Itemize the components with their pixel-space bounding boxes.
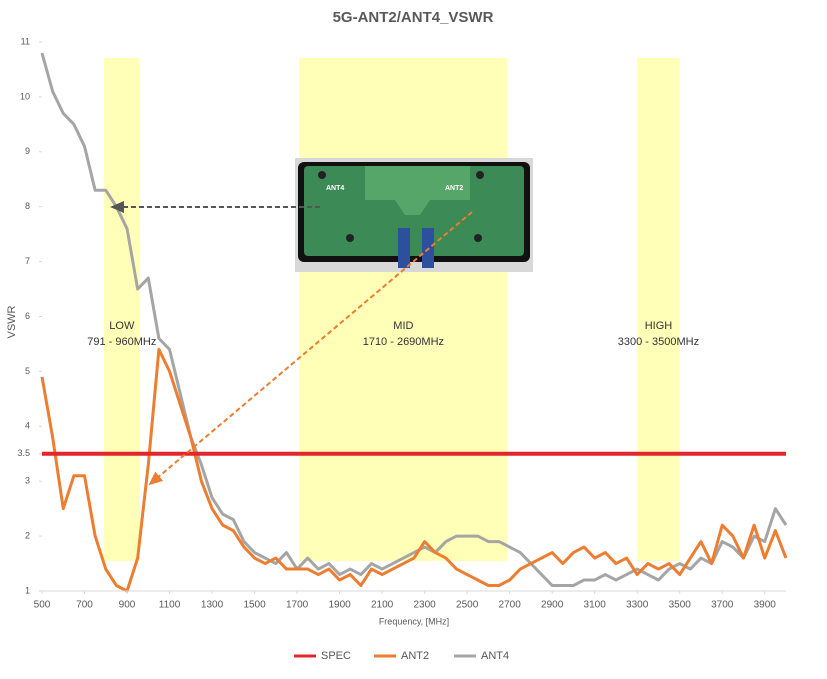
hole: [318, 171, 326, 179]
band-range-label: 3300 - 3500MHz: [618, 336, 699, 348]
y-tick-label: 8: [25, 201, 30, 211]
x-tick-label: 900: [119, 600, 136, 611]
x-tick-label: 1300: [201, 600, 224, 611]
series-line: [40, 347, 788, 593]
x-tick-label: 1900: [328, 600, 351, 611]
x-tick-label: 1700: [286, 600, 309, 611]
x-tick-label: 3500: [669, 600, 692, 611]
y-tick-label: 3.5: [17, 448, 30, 458]
x-tick-label: 3700: [711, 600, 734, 611]
x-tick-label: 2500: [456, 600, 479, 611]
hole: [346, 234, 354, 242]
x-tick-label: 700: [76, 600, 93, 611]
band: [637, 58, 680, 561]
x-tick-label: 3300: [626, 600, 649, 611]
x-tick-label: 1100: [159, 600, 181, 611]
band-label: MID: [393, 320, 413, 332]
x-tick-label: 500: [34, 600, 51, 611]
y-tick-label: 5: [25, 366, 30, 376]
y-tick-label: 9: [25, 146, 30, 156]
x-tick-label: 1500: [243, 600, 266, 611]
legend-label: ANT2: [401, 650, 429, 662]
series-line: [40, 52, 788, 588]
bands: LOW 791 - 960MHz MID 1710 - 2690MHz HIGH 3300…: [87, 58, 699, 561]
x-tick-label: 3900: [754, 600, 777, 611]
plot: [40, 52, 788, 593]
x-tick-label: 3100: [584, 600, 607, 611]
hole: [474, 234, 482, 242]
band: [103, 58, 140, 561]
board-trace: [365, 166, 470, 215]
legend-label: SPEC: [321, 650, 351, 662]
x-tick-label: 2700: [499, 600, 522, 611]
band-range-label: 791 - 960MHz: [87, 336, 156, 348]
x-axis-title: Frequency, [MHz]: [379, 616, 449, 626]
y-axis-title: VSWR: [6, 305, 18, 338]
photo-label: ANT2: [445, 185, 463, 192]
connector: [398, 228, 410, 268]
y-tick-label: 2: [25, 530, 30, 540]
band-label: HIGH: [645, 320, 673, 332]
band: [299, 58, 508, 561]
y-tick-label: 11: [21, 36, 30, 46]
arrow: [148, 211, 473, 486]
board-photo: ANT4 ANT2: [295, 158, 533, 272]
band-label: LOW: [109, 320, 135, 332]
x-tick-label: 2300: [414, 600, 437, 611]
y-tick-label: 3: [25, 476, 30, 486]
legend: SPEC ANT2 ANT4: [294, 650, 509, 662]
legend-label: ANT4: [481, 650, 509, 662]
x-tick-label: 2900: [541, 600, 564, 611]
x-tick-label: 2100: [371, 600, 394, 611]
y-tick-label: 10: [20, 91, 30, 101]
hole: [476, 171, 484, 179]
band-range-label: 1710 - 2690MHz: [363, 336, 444, 348]
y-tick-label: 1: [25, 585, 30, 595]
y-tick-label: 4: [25, 421, 30, 431]
y-tick-label: 6: [25, 311, 30, 321]
chart-title: 5G-ANT2/ANT4_VSWR: [333, 9, 494, 26]
photo-label: ANT4: [326, 185, 344, 192]
y-tick-label: 7: [25, 256, 30, 266]
